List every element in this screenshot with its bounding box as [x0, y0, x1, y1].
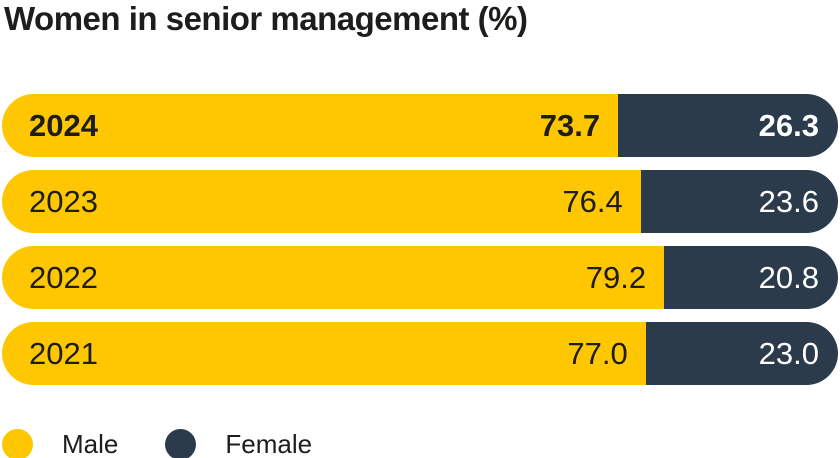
- legend-item-male: Male: [2, 429, 118, 458]
- legend-label-male: Male: [62, 429, 119, 458]
- bar-male-value: 73.7: [539, 107, 601, 143]
- male-swatch-icon: [2, 429, 33, 458]
- bar-segment-female: 26.3: [618, 94, 838, 157]
- bar-segment-female: 20.8: [664, 246, 838, 309]
- bar-male-value: 76.4: [562, 183, 623, 219]
- bar-segment-female: 23.0: [645, 322, 838, 385]
- bar-segment-male: 2022 79.2: [2, 246, 665, 309]
- female-swatch-icon: [165, 429, 197, 458]
- bar-row-2021: 2021 77.0 23.0: [2, 322, 838, 385]
- legend: Male Female: [2, 429, 312, 458]
- bar-year-label: 2023: [29, 183, 98, 219]
- bar-row-2024: 2024 73.7 26.3: [2, 94, 838, 157]
- bar-year-label: 2024: [29, 107, 98, 143]
- bar-male-value: 79.2: [585, 259, 647, 295]
- bar-year-label: 2021: [29, 335, 98, 371]
- bar-row-2022: 2022 79.2 20.8: [2, 246, 838, 309]
- chart-title: Women in senior management (%): [4, 0, 528, 37]
- bar-segment-male: 2023 76.4: [2, 170, 641, 233]
- bar-year-label: 2022: [29, 259, 98, 295]
- bar-chart-area: 2024 73.7 26.3 2023 76.4 23.6 2022 79.2 …: [2, 94, 838, 398]
- bar-male-value: 77.0: [567, 335, 628, 371]
- bar-female-value: 23.6: [758, 183, 819, 219]
- bar-segment-male: 2024 73.7: [2, 94, 619, 157]
- bar-female-value: 20.8: [758, 259, 819, 295]
- legend-item-female: Female: [165, 429, 312, 458]
- bar-segment-female: 23.6: [640, 170, 838, 233]
- bar-female-value: 23.0: [758, 335, 819, 371]
- legend-label-female: Female: [225, 429, 313, 458]
- bar-row-2023: 2023 76.4 23.6: [2, 170, 838, 233]
- bar-female-value: 26.3: [758, 107, 819, 143]
- bar-segment-male: 2021 77.0: [2, 322, 646, 385]
